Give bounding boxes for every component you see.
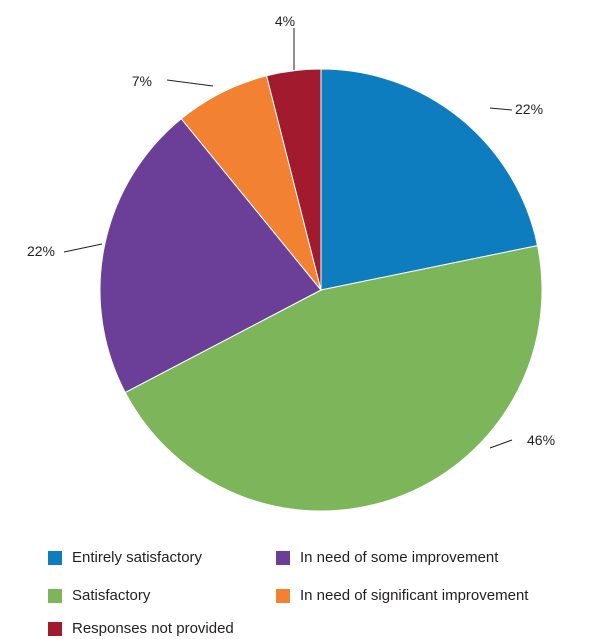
data-label: 7% [132, 73, 152, 89]
leader-line [166, 79, 214, 87]
pie-slice-satisfactory [124, 245, 543, 512]
leader-line [489, 439, 513, 449]
data-label: 46% [527, 432, 555, 448]
leader-line [489, 107, 513, 111]
pie-label-leaders [63, 28, 513, 449]
pie-slice-in-need-of-some-improvement [99, 118, 322, 394]
data-label: 4% [275, 13, 295, 29]
pie-data-labels: 22% 46% 22% 7% 4% [27, 13, 555, 448]
pie-slices [99, 68, 543, 512]
leader-line [63, 243, 103, 253]
pie-slice-entirely-satisfactory [320, 68, 539, 291]
data-label: 22% [515, 101, 543, 117]
data-label: 22% [27, 243, 55, 259]
pie-slice-responses-not-provided [265, 68, 322, 291]
